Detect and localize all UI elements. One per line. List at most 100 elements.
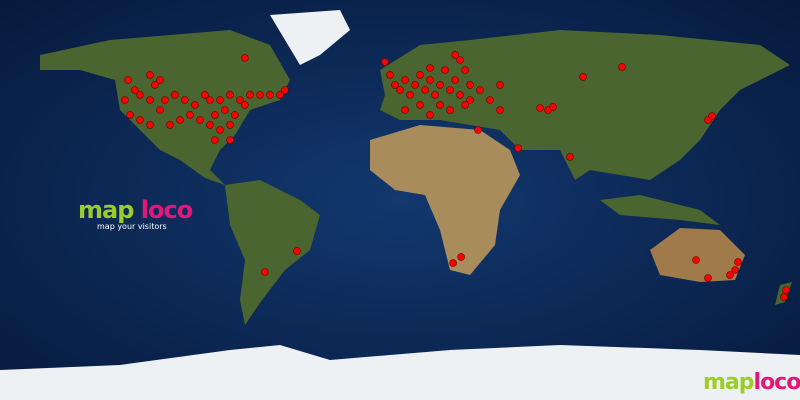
visitor-marker xyxy=(206,96,214,104)
visitor-marker xyxy=(166,121,174,129)
logo-tagline: map your visitors xyxy=(97,222,167,231)
visitor-marker xyxy=(276,91,284,99)
visitor-marker xyxy=(457,253,465,261)
visitor-marker xyxy=(536,104,544,112)
visitor-marker xyxy=(446,106,454,114)
visitor-marker xyxy=(236,96,244,104)
visitor-marker xyxy=(461,101,469,109)
visitor-marker xyxy=(618,63,626,71)
visitor-marker xyxy=(436,101,444,109)
visitor-marker xyxy=(156,106,164,114)
visitor-marker xyxy=(496,106,504,114)
southeast-asia xyxy=(600,195,720,225)
visitor-marker xyxy=(416,101,424,109)
visitor-marker xyxy=(486,96,494,104)
visitor-marker xyxy=(726,271,734,279)
visitor-marker xyxy=(426,64,434,72)
visitor-marker xyxy=(782,286,790,294)
visitor-marker xyxy=(391,81,399,89)
visitor-marker xyxy=(126,111,134,119)
visitor-marker xyxy=(496,81,504,89)
visitor-marker xyxy=(186,111,194,119)
visitor-marker xyxy=(401,106,409,114)
visitor-marker xyxy=(406,91,414,99)
visitor-marker xyxy=(281,86,289,94)
visitor-marker xyxy=(293,247,301,255)
continents xyxy=(0,10,800,400)
visitor-marker xyxy=(456,91,464,99)
visitor-marker xyxy=(161,96,169,104)
visitor-marker xyxy=(734,258,742,266)
maploco-watermark[interactable]: maploco xyxy=(703,370,800,395)
visitor-marker xyxy=(451,76,459,84)
visitor-marker xyxy=(201,91,209,99)
visitor-marker xyxy=(121,96,129,104)
maploco-logo[interactable]: map loco xyxy=(78,196,193,224)
visitor-marker xyxy=(441,66,449,74)
visitor-marker xyxy=(226,121,234,129)
visitor-marker xyxy=(436,81,444,89)
visitor-marker xyxy=(426,76,434,84)
visitor-marker xyxy=(461,66,469,74)
visitor-marker xyxy=(386,71,394,79)
greenland xyxy=(270,10,350,65)
visitor-marker xyxy=(146,96,154,104)
visitor-marker xyxy=(421,86,429,94)
visitor-markers xyxy=(121,51,790,301)
visitor-marker xyxy=(266,91,274,99)
visitor-marker xyxy=(396,86,404,94)
visitor-marker xyxy=(196,116,204,124)
visitor-marker xyxy=(549,103,557,111)
visitor-marker xyxy=(231,111,239,119)
visitor-marker xyxy=(256,91,264,99)
visitor-marker xyxy=(446,86,454,94)
visitor-marker xyxy=(566,153,574,161)
visitor-marker xyxy=(146,71,154,79)
visitor-marker xyxy=(456,56,464,64)
visitor-marker xyxy=(146,121,154,129)
visitor-marker xyxy=(431,91,439,99)
visitor-marker xyxy=(241,54,249,62)
visitor-marker xyxy=(131,86,139,94)
visitor-marker xyxy=(221,106,229,114)
europe-asia xyxy=(380,30,790,180)
logo-text-loco: loco xyxy=(140,196,193,224)
visitor-marker xyxy=(474,126,482,134)
visitor-marker xyxy=(181,96,189,104)
visitor-marker xyxy=(514,144,522,152)
visitor-marker xyxy=(692,256,700,264)
visitor-marker xyxy=(176,116,184,124)
visitor-marker xyxy=(246,91,254,99)
watermark-text-map: map xyxy=(703,370,755,395)
australia xyxy=(650,228,745,282)
visitor-marker xyxy=(426,111,434,119)
north-america xyxy=(40,30,290,185)
visitor-marker xyxy=(449,259,457,267)
visitor-marker xyxy=(731,266,739,274)
visitor-marker xyxy=(704,274,712,282)
watermark-text-loco: loco xyxy=(753,370,800,395)
visitor-marker xyxy=(136,91,144,99)
logo-text-map: map xyxy=(78,196,134,224)
visitor-marker xyxy=(381,58,389,66)
visitor-marker xyxy=(206,121,214,129)
visitor-marker xyxy=(708,112,716,120)
visitor-marker xyxy=(476,86,484,94)
visitor-marker xyxy=(216,96,224,104)
south-america xyxy=(225,180,320,325)
visitor-marker xyxy=(211,136,219,144)
visitor-marker xyxy=(156,76,164,84)
visitor-marker xyxy=(136,116,144,124)
visitor-marker xyxy=(466,81,474,89)
visitor-marker xyxy=(466,96,474,104)
visitor-marker xyxy=(171,91,179,99)
visitor-marker xyxy=(451,51,459,59)
visitor-marker xyxy=(401,76,409,84)
visitor-marker xyxy=(191,101,199,109)
visitor-marker xyxy=(241,101,249,109)
visitor-marker xyxy=(261,268,269,276)
visitor-marker xyxy=(579,73,587,81)
visitor-marker xyxy=(151,81,159,89)
visitor-marker xyxy=(226,136,234,144)
